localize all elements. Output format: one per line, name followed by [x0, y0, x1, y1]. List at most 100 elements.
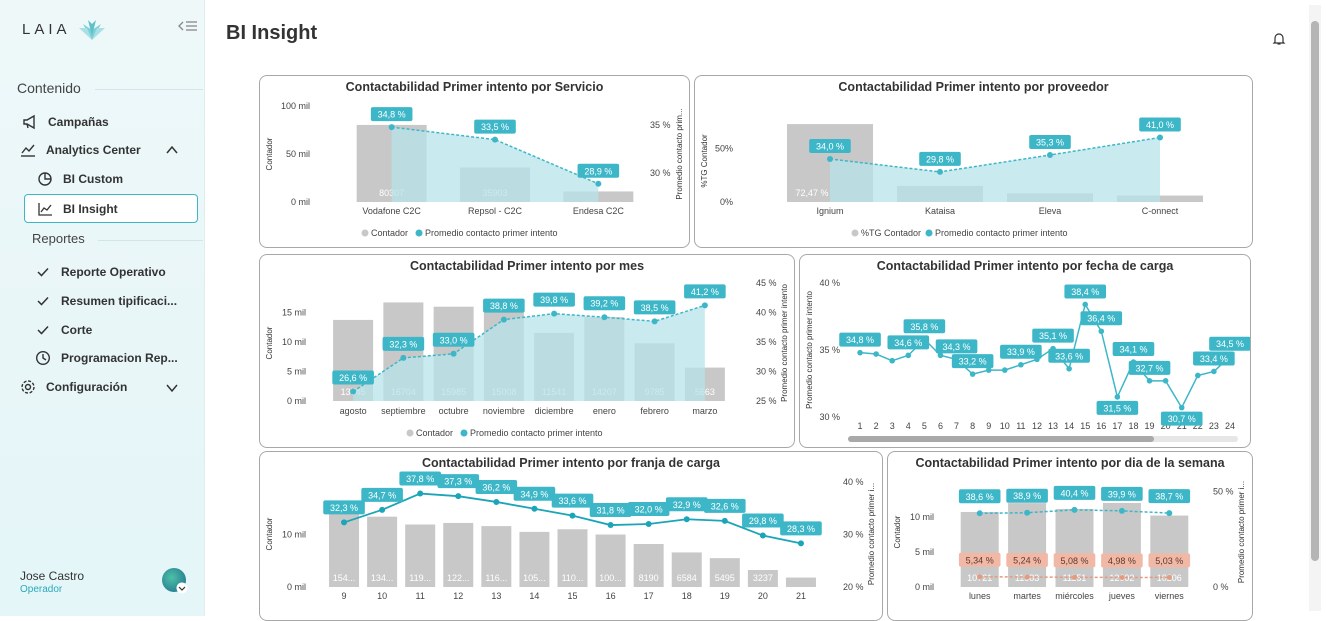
y-tick-label: 0 mil — [915, 582, 934, 592]
x-tick-label: 9 — [342, 591, 347, 601]
line-value-label-bg — [1101, 486, 1143, 501]
x-tick-label: 15 — [1080, 421, 1090, 431]
line-value-label-bg — [1096, 400, 1139, 415]
logo-text: LAIA — [22, 20, 71, 38]
line-point — [759, 532, 766, 539]
line-point — [388, 124, 395, 131]
line-point — [350, 388, 357, 395]
x-tick-label: noviembre — [483, 406, 525, 416]
x-tick-label: 8 — [970, 421, 975, 431]
line-value-label: 32,3 % — [389, 339, 417, 349]
line-point — [1194, 372, 1201, 379]
sidebar-item-analytics[interactable]: Analytics Center — [20, 142, 141, 158]
collapse-sidebar-button[interactable] — [178, 19, 198, 33]
x-tick-label: Endesa C2C — [573, 206, 625, 216]
line-value-label: 37,3 % — [444, 477, 472, 487]
line-value-label-bg — [958, 489, 1001, 504]
line-value-label-bg — [627, 502, 670, 516]
avatar[interactable] — [162, 568, 188, 594]
bar — [671, 552, 702, 587]
sidebar-item-programacion[interactable]: Programacion Rep... — [35, 350, 178, 366]
x-tick-label: 20 — [758, 591, 768, 601]
legend-dot — [925, 229, 933, 237]
secondary-point — [1166, 574, 1172, 580]
secondary-value-label-bg — [1006, 552, 1048, 567]
line-point — [827, 156, 833, 162]
line-value-label-bg — [1029, 135, 1071, 150]
line-point — [492, 136, 498, 143]
legend-dot — [415, 229, 423, 237]
line-value-label-bg — [332, 370, 374, 385]
legend-dot — [406, 429, 414, 437]
line-value-label: 33,6 % — [558, 496, 586, 506]
card-servicio: Contactabilidad Primer intento por Servi… — [259, 75, 690, 248]
card-franja: Contactabilidad Primer intento por franj… — [259, 451, 883, 621]
x-tick-label: Repsol - C2C — [468, 206, 523, 216]
line-value-label-bg — [577, 163, 620, 178]
x-tick-label: 3 — [890, 421, 895, 431]
line-value-label: 30,7 % — [1168, 414, 1196, 424]
y-tick-label: 30 % — [819, 412, 840, 422]
chevron-up-icon[interactable] — [166, 145, 178, 155]
sidebar-item-label: Reporte Operativo — [61, 265, 166, 279]
line-value-label-bg — [475, 479, 518, 494]
line-point — [985, 367, 992, 373]
sidebar: LAIA Contenido Campañas Analytics Center — [0, 0, 205, 616]
line-value-label-bg — [935, 339, 978, 354]
clock-icon — [35, 350, 51, 366]
sidebar-item-bi-custom[interactable]: BI Custom — [37, 171, 123, 187]
line-point — [601, 314, 608, 321]
x-tick-label: 12 — [1032, 421, 1042, 431]
line-point — [1071, 506, 1078, 513]
bar-value-label: 8190 — [639, 573, 659, 583]
x-tick-label: 1 — [858, 421, 863, 431]
line-point — [1157, 134, 1163, 141]
sidebar-item-corte[interactable]: Corte — [35, 322, 92, 338]
line-value-label-bg — [533, 292, 575, 307]
line-value-label: 32,7 % — [1136, 363, 1164, 373]
line-value-label-bg — [1160, 411, 1203, 426]
x-tick-label: 16 — [1096, 421, 1106, 431]
y2-tick-label: 30 % — [843, 530, 864, 540]
bar — [481, 526, 512, 587]
line-value-label: 32,0 % — [635, 505, 663, 515]
sidebar-item-configuracion[interactable]: Configuración — [20, 379, 127, 395]
y2-tick-label: 30 % — [650, 168, 671, 178]
sidebar-item-bi-insight[interactable]: BI Insight — [24, 194, 198, 223]
page-scrollbar[interactable] — [1309, 5, 1321, 611]
x-tick-label: 9 — [986, 421, 991, 431]
line-area — [353, 305, 705, 401]
sidebar-item-label: Corte — [61, 323, 93, 337]
sidebar-item-campaigns[interactable]: Campañas — [22, 114, 109, 130]
line-value-label-bg — [474, 119, 516, 134]
scroll-thumb[interactable] — [1311, 21, 1319, 561]
chart-title: Contactabilidad Primer intento por prove… — [838, 80, 1109, 94]
bar-value-label: 119... — [409, 573, 431, 583]
sidebar-item-resumen[interactable]: Resumen tipificaci... — [35, 293, 177, 309]
x-tick-label: jueves — [1108, 591, 1136, 601]
logo[interactable]: LAIA — [22, 16, 107, 42]
line-value-label: 29,8 % — [926, 154, 954, 164]
line-value-label-bg — [684, 284, 726, 299]
secondary-value-label: 4,98 % — [1108, 556, 1136, 566]
line-point — [455, 493, 462, 500]
line-point — [417, 490, 424, 497]
chart-mes: 0 mil 5 mil 10 mil 15 mil 25 % 30 % 35 % 40 % 45… — [265, 278, 789, 438]
legend-label: %TG Contador — [861, 228, 921, 238]
y-tick-label: 0 mil — [287, 582, 306, 592]
x-tick-label: 11 — [416, 591, 425, 601]
line-point — [683, 516, 690, 523]
bell-icon[interactable] — [1272, 32, 1286, 46]
line-point — [551, 310, 558, 317]
line-value-label: 38,6 % — [966, 492, 994, 502]
line-value-label: 39,2 % — [590, 299, 618, 309]
x-tick-label: 2 — [874, 421, 879, 431]
legend-label: Promedio contacto primer intento — [425, 228, 558, 238]
line-point — [1018, 361, 1024, 368]
chevron-down-icon[interactable] — [166, 383, 178, 393]
line-value-label: 33,4 % — [1200, 354, 1228, 364]
line-value-label-bg — [1053, 485, 1096, 500]
sidebar-item-reporte-operativo[interactable]: Reporte Operativo — [35, 264, 166, 280]
line-value-label: 34,1 % — [1119, 345, 1147, 355]
x-tick-label: 23 — [1209, 421, 1219, 431]
